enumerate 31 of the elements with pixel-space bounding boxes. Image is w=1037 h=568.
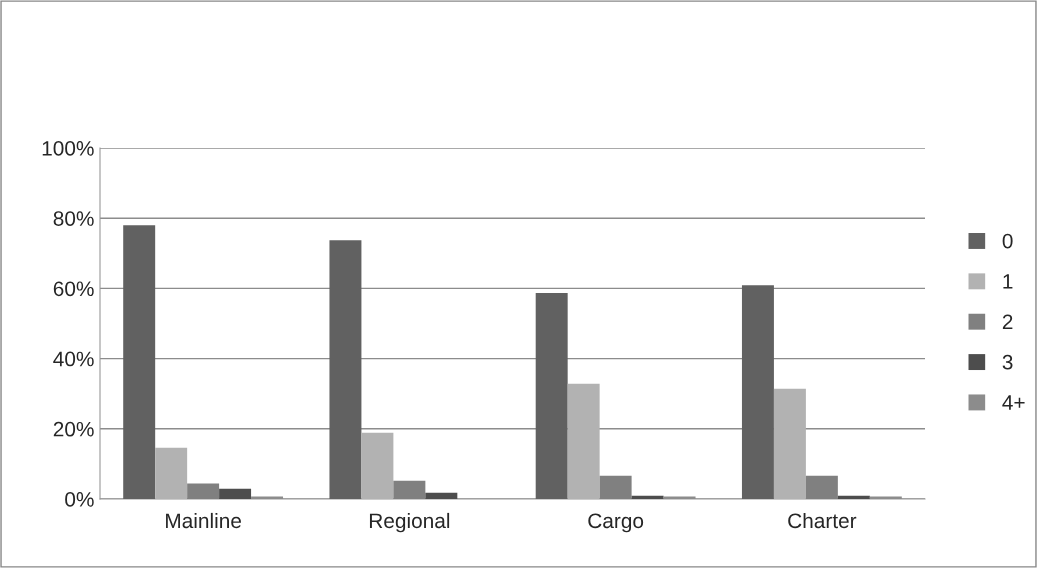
- x-tick-label: Mainline: [166, 512, 241, 529]
- bar: [123, 225, 156, 499]
- bar: [155, 447, 188, 499]
- bar: [535, 292, 568, 499]
- y-tick-label: 20%: [53, 421, 94, 437]
- bar: [773, 388, 806, 499]
- bar: [361, 432, 394, 499]
- bar: [567, 383, 600, 499]
- y-tick-label: 0%: [65, 492, 94, 507]
- y-tick-label: 100%: [42, 141, 94, 156]
- y-tick-label: 40%: [53, 351, 94, 367]
- legend-label: 0: [1002, 233, 1013, 249]
- bar: [741, 285, 774, 499]
- bar: [187, 483, 220, 499]
- bar: [805, 475, 838, 499]
- bar: [599, 475, 632, 499]
- legend-label: 2: [1002, 314, 1013, 329]
- x-tick-label: Cargo: [588, 513, 644, 533]
- bar: [329, 240, 362, 499]
- bar: [393, 480, 426, 499]
- legend-label: 1: [1003, 274, 1013, 289]
- legend-label: 3: [1002, 354, 1013, 370]
- y-tick-label: 80%: [53, 211, 94, 226]
- x-tick-label: Regional: [369, 512, 450, 533]
- y-tick-label: 60%: [53, 281, 94, 297]
- bar: [219, 488, 252, 499]
- legend-label: 4+: [1002, 395, 1025, 410]
- x-tick-label: Charter: [788, 512, 857, 529]
- bar: [425, 492, 458, 499]
- bar: [631, 495, 664, 499]
- bar: [837, 495, 870, 499]
